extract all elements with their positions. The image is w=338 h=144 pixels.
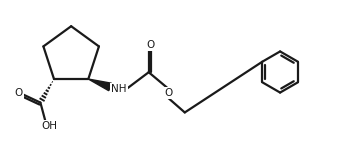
Text: O: O: [164, 88, 172, 98]
Text: NH: NH: [111, 84, 127, 94]
Polygon shape: [88, 79, 112, 91]
Text: O: O: [146, 40, 154, 50]
Text: O: O: [14, 88, 23, 98]
Text: OH: OH: [41, 121, 57, 131]
